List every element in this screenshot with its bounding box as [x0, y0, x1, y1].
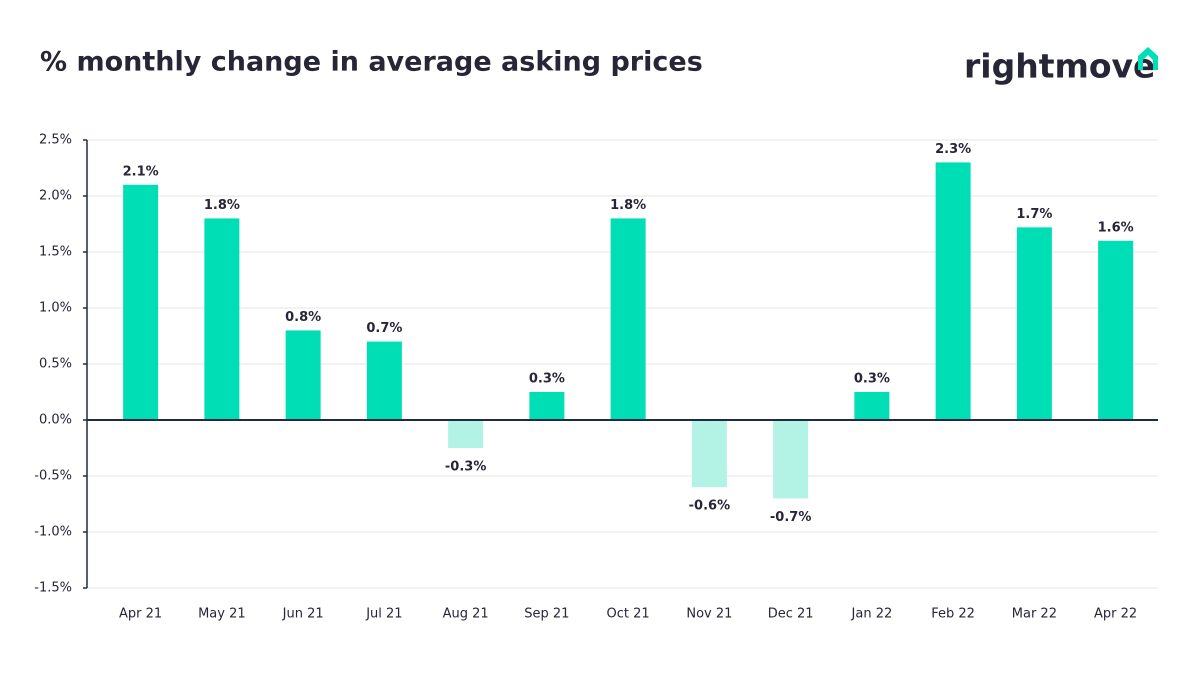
logo-icon: [1138, 47, 1158, 70]
x-tick-label: Apr 21: [119, 607, 162, 622]
x-tick-label: Dec 21: [768, 607, 814, 622]
x-tick-label: Jan 22: [851, 607, 893, 622]
value-label: 1.8%: [204, 198, 240, 213]
value-label: 2.1%: [123, 164, 159, 179]
value-label: 1.7%: [1016, 207, 1052, 222]
y-tick-label: 1.5%: [39, 245, 72, 260]
bar: [854, 392, 890, 420]
x-tick-label: Sep 21: [524, 607, 569, 622]
chart-title: % monthly change in average asking price…: [40, 47, 703, 78]
bar: [1098, 240, 1134, 420]
y-tick-label: -1.5%: [34, 581, 72, 596]
value-label: -0.3%: [445, 460, 486, 475]
x-tick-label: Jul 21: [365, 607, 402, 622]
bar: [529, 392, 565, 420]
bar: [366, 341, 402, 420]
value-label: 0.3%: [854, 372, 890, 387]
x-tick-label: May 21: [198, 607, 246, 622]
y-tick-label: 2.5%: [39, 133, 72, 148]
value-label: 0.8%: [285, 310, 321, 325]
value-label: 2.3%: [935, 142, 971, 157]
y-tick-label: 1.0%: [39, 301, 72, 316]
logo: rightmove: [964, 47, 1155, 86]
y-tick-label: 0.0%: [39, 413, 72, 428]
x-tick-label: Mar 22: [1012, 607, 1057, 622]
bar: [1016, 227, 1052, 420]
bar: [285, 330, 321, 420]
bar: [123, 184, 159, 420]
y-tick-label: 0.5%: [39, 357, 72, 372]
x-tick-label: Oct 21: [607, 607, 650, 622]
bar: [448, 420, 484, 448]
x-tick-label: Nov 21: [686, 607, 732, 622]
bar: [610, 218, 646, 420]
x-tick-label: Apr 22: [1094, 607, 1137, 622]
bar: [773, 420, 809, 499]
x-tick-label: Aug 21: [443, 607, 489, 622]
y-tick-label: 2.0%: [39, 189, 72, 204]
y-tick-label: -0.5%: [34, 469, 72, 484]
bar: [204, 218, 240, 420]
bar: [691, 420, 727, 488]
value-label: 0.3%: [529, 372, 565, 387]
bar: [935, 162, 971, 420]
y-tick-label: -1.0%: [34, 525, 72, 540]
value-label: 1.8%: [610, 198, 646, 213]
x-tick-label: Jun 21: [282, 607, 324, 622]
x-tick-label: Feb 22: [931, 607, 975, 622]
value-label: 1.6%: [1098, 220, 1134, 235]
value-label: -0.6%: [689, 499, 730, 514]
value-label: -0.7%: [770, 510, 811, 525]
value-label: 0.7%: [366, 321, 402, 336]
